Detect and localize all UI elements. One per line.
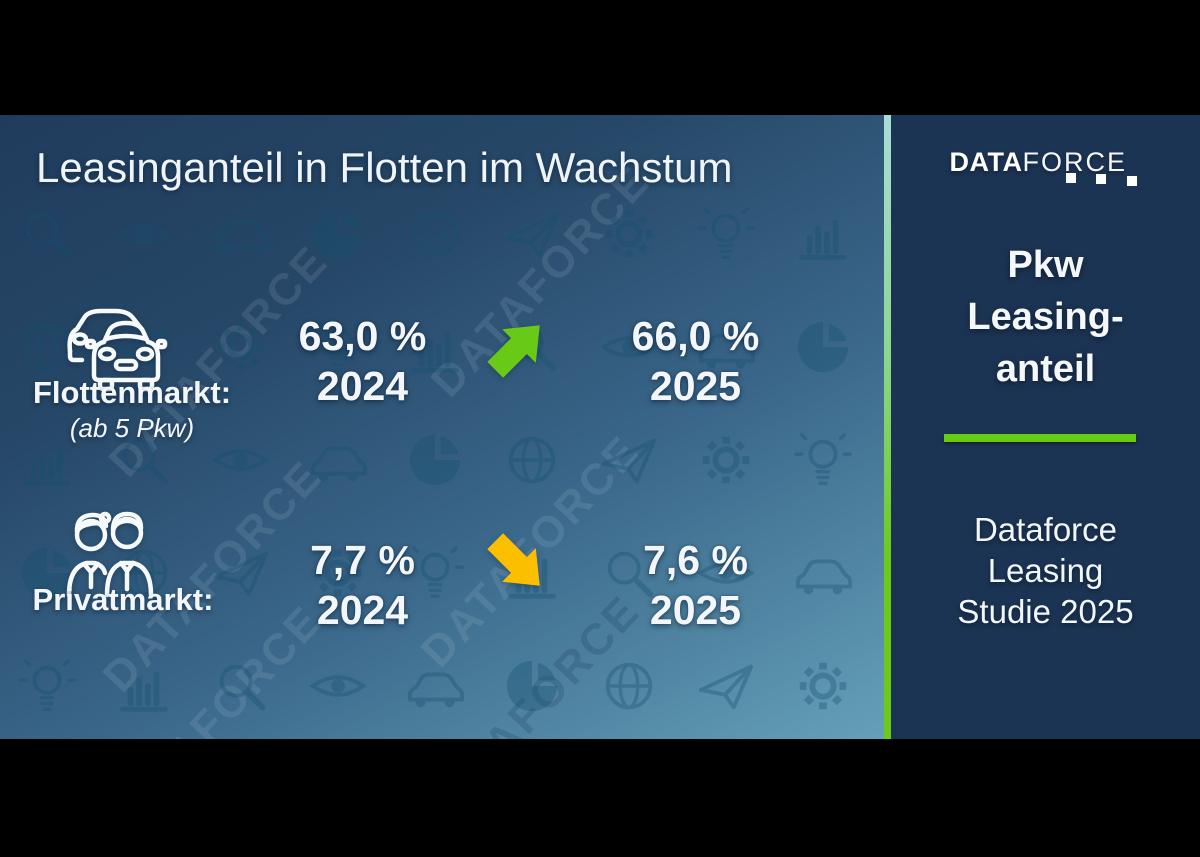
logo-square-icon: [1126, 176, 1137, 186]
value-year: 2025: [649, 363, 742, 409]
car-icon: [210, 203, 272, 265]
value-year: 2024: [316, 587, 409, 633]
page-title: Leasinganteil in Flotten im Wachstum: [36, 144, 733, 191]
paper-plane-icon: [501, 203, 563, 265]
light-bulb-icon: [16, 655, 78, 717]
car-icon: [404, 655, 466, 717]
market-label-text: Privatmarkt:: [32, 582, 214, 617]
magnifier-icon: [16, 203, 78, 265]
globe-icon: [404, 203, 466, 265]
pie-chart-icon: [792, 316, 854, 378]
value-percent: 7,6 %: [643, 537, 748, 583]
car-icon: [792, 542, 854, 604]
up-trend-arrow-icon: [487, 325, 540, 378]
pie-chart-icon: [404, 429, 466, 491]
sidebar-caption-line: Studie 2025: [957, 593, 1134, 630]
privatmarkt-2024-value: 7,7 % 2024: [260, 535, 465, 635]
logo-text-light: FORCE: [1022, 147, 1127, 177]
row-flottenmarkt-label: Flottenmarkt: (ab 5 Pkw): [0, 375, 264, 444]
sidebar-caption-line: Leasing: [987, 552, 1104, 589]
down-trend-arrow-icon: [487, 533, 540, 586]
paper-plane-icon: [695, 655, 757, 717]
sidebar-caption-line: Dataforce: [973, 511, 1118, 548]
content-band: DATAFORCE DATAFORCE DATAFORCE DATAFORCE …: [0, 115, 1200, 739]
gear-icon: [695, 429, 757, 491]
logo-square-icon: [1065, 173, 1076, 183]
row-privatmarkt-label: Privatmarkt:: [0, 583, 246, 617]
sidebar-heading: Pkw Leasing- anteil: [891, 239, 1200, 395]
sidebar-heading-line: Leasing-: [967, 296, 1124, 338]
logo-text-bold: DATA: [949, 147, 1023, 177]
flottenmarkt-2025-value: 66,0 % 2025: [593, 311, 798, 411]
value-percent: 63,0 %: [298, 313, 427, 359]
pie-chart-icon: [307, 203, 369, 265]
dataforce-logo-inner: DATAFORCE: [950, 147, 1142, 199]
sidebar-green-divider: [944, 434, 1136, 442]
sidebar-panel: DATAFORCE Pkw Leasing- anteil Dataforce …: [891, 115, 1200, 739]
globe-icon: [501, 429, 563, 491]
light-bulb-icon: [792, 429, 854, 491]
eye-icon: [307, 655, 369, 717]
value-year: 2024: [316, 363, 409, 409]
vertical-green-divider: [884, 115, 891, 739]
dataforce-logo: DATAFORCE: [891, 147, 1200, 199]
bar-chart-icon: [792, 203, 854, 265]
pie-chart-icon: [501, 655, 563, 717]
value-year: 2025: [649, 587, 742, 633]
flottenmarkt-2024-value: 63,0 % 2024: [260, 311, 465, 411]
paper-plane-icon: [598, 429, 660, 491]
value-percent: 7,7 %: [310, 537, 415, 583]
sidebar-heading-line: anteil: [995, 348, 1096, 390]
gear-icon: [598, 203, 660, 265]
value-percent: 66,0 %: [631, 313, 760, 359]
privatmarkt-2025-value: 7,6 % 2025: [593, 535, 798, 635]
car-icon: [307, 429, 369, 491]
gear-icon: [792, 655, 854, 717]
eye-icon: [113, 203, 175, 265]
logo-square-icon: [1095, 174, 1106, 184]
bar-chart-icon: [113, 655, 175, 717]
market-sublabel-text: (ab 5 Pkw): [69, 413, 195, 443]
magnifier-icon: [210, 655, 272, 717]
sidebar-heading-line: Pkw: [1007, 244, 1084, 286]
main-panel: DATAFORCE DATAFORCE DATAFORCE DATAFORCE …: [0, 115, 884, 739]
light-bulb-icon: [695, 203, 757, 265]
market-label-text: Flottenmarkt:: [32, 375, 232, 410]
sidebar-caption: Dataforce Leasing Studie 2025: [891, 509, 1200, 632]
globe-icon: [598, 655, 660, 717]
